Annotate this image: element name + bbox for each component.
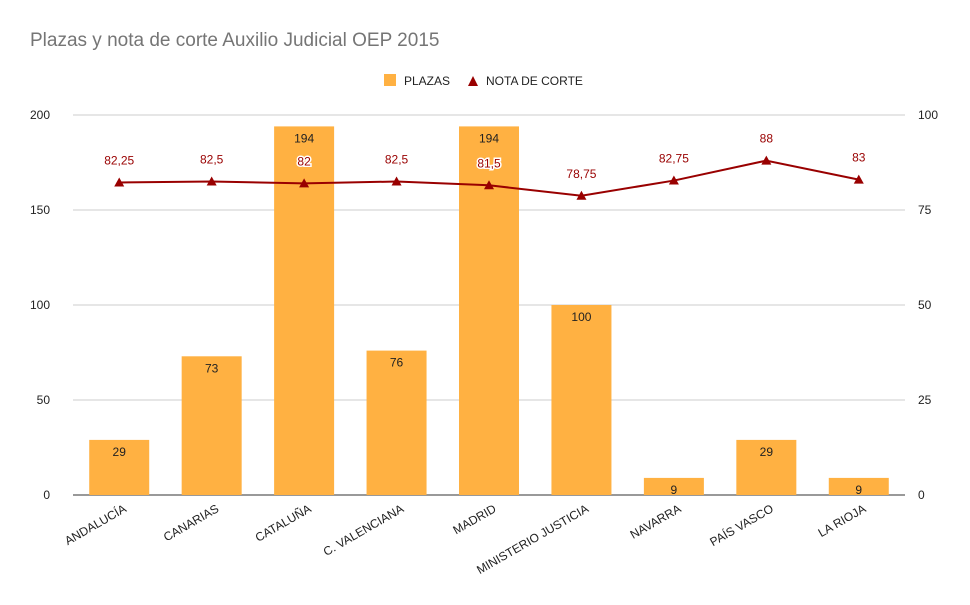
data-label-plazas: 9	[855, 483, 862, 497]
point-nota-de-corte	[206, 176, 217, 186]
data-label-plazas: 194	[479, 131, 499, 145]
y-left-tick-label: 50	[37, 393, 51, 407]
bar-plazas	[181, 356, 242, 495]
point-nota-de-corte	[299, 178, 310, 188]
point-nota-de-corte	[761, 155, 772, 165]
y-right-tick-label: 50	[918, 298, 932, 312]
data-label-nota-de-corte: 88	[760, 132, 774, 146]
y-right-tick-label: 25	[918, 393, 932, 407]
legend-label-nota-de-corte: NOTA DE CORTE	[486, 74, 583, 88]
x-tick-label: ANDALUCÍA	[62, 501, 129, 548]
data-label-plazas: 29	[113, 445, 127, 459]
y-left-tick-label: 100	[30, 298, 50, 312]
x-tick-label: LA RIOJA	[816, 501, 869, 539]
x-tick-label: MADRID	[450, 501, 498, 537]
data-label-nota-de-corte: 82,5	[385, 153, 409, 167]
bar-plazas	[274, 126, 335, 496]
legend-marker-nota-de-corte	[468, 76, 478, 86]
data-label-plazas: 100	[571, 310, 591, 324]
data-label-plazas: 9	[671, 483, 678, 497]
data-label-nota-de-corte: 83	[852, 151, 866, 165]
point-nota-de-corte	[391, 176, 402, 186]
data-label-plazas: 76	[390, 356, 404, 370]
point-nota-de-corte	[853, 174, 864, 184]
x-tick-label: C. VALENCIANA	[321, 501, 406, 558]
x-tick-label: NAVARRA	[628, 501, 684, 541]
y-right-tick-label: 0	[918, 488, 925, 502]
legend-label-plazas: PLAZAS	[404, 74, 450, 88]
bar-plazas	[643, 477, 704, 495]
data-label-plazas: 29	[760, 445, 774, 459]
y-left-tick-label: 150	[30, 203, 50, 217]
x-tick-label: CANARIAS	[161, 501, 221, 544]
data-label-nota-de-corte: 82,75	[659, 152, 689, 166]
legend-swatch-plazas	[384, 74, 396, 86]
x-tick-label: CATALUÑA	[253, 501, 314, 544]
y-left-tick-label: 200	[30, 108, 50, 122]
bar-plazas	[828, 477, 889, 495]
data-label-plazas: 194	[294, 131, 314, 145]
bar-plazas	[366, 350, 427, 495]
y-right-tick-label: 100	[918, 108, 938, 122]
bar-plazas	[89, 439, 150, 495]
point-nota-de-corte	[114, 177, 125, 187]
point-nota-de-corte	[576, 190, 587, 200]
data-label-nota-de-corte: 82,5	[200, 153, 224, 167]
data-label-nota-de-corte: 82	[297, 154, 311, 168]
point-nota-de-corte	[668, 175, 679, 185]
chart-title: Plazas y nota de corte Auxilio Judicial …	[30, 30, 440, 51]
bar-plazas	[551, 305, 612, 495]
data-label-plazas: 73	[205, 361, 219, 375]
point-nota-de-corte	[484, 180, 494, 190]
data-label-nota-de-corte: 82,25	[104, 153, 134, 167]
y-left-tick-label: 0	[43, 488, 50, 502]
bar-plazas	[736, 439, 797, 495]
data-label-nota-de-corte: 78,75	[566, 167, 596, 181]
y-right-tick-label: 75	[918, 203, 932, 217]
data-label-nota-de-corte: 81,5	[477, 156, 501, 170]
x-tick-label: PAÍS VASCO	[707, 501, 776, 549]
